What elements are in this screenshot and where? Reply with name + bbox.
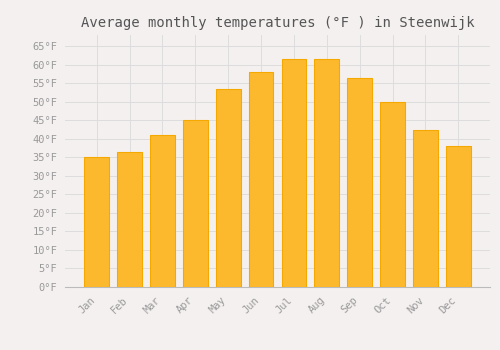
Bar — [446, 146, 470, 287]
Bar — [314, 59, 339, 287]
Bar — [117, 152, 142, 287]
Bar — [216, 89, 240, 287]
Title: Average monthly temperatures (°F ) in Steenwijk: Average monthly temperatures (°F ) in St… — [80, 16, 474, 30]
Bar — [282, 59, 306, 287]
Bar — [84, 157, 109, 287]
Bar — [380, 102, 405, 287]
Bar — [183, 120, 208, 287]
Bar — [348, 78, 372, 287]
Bar — [248, 72, 274, 287]
Bar — [150, 135, 174, 287]
Bar — [413, 130, 438, 287]
